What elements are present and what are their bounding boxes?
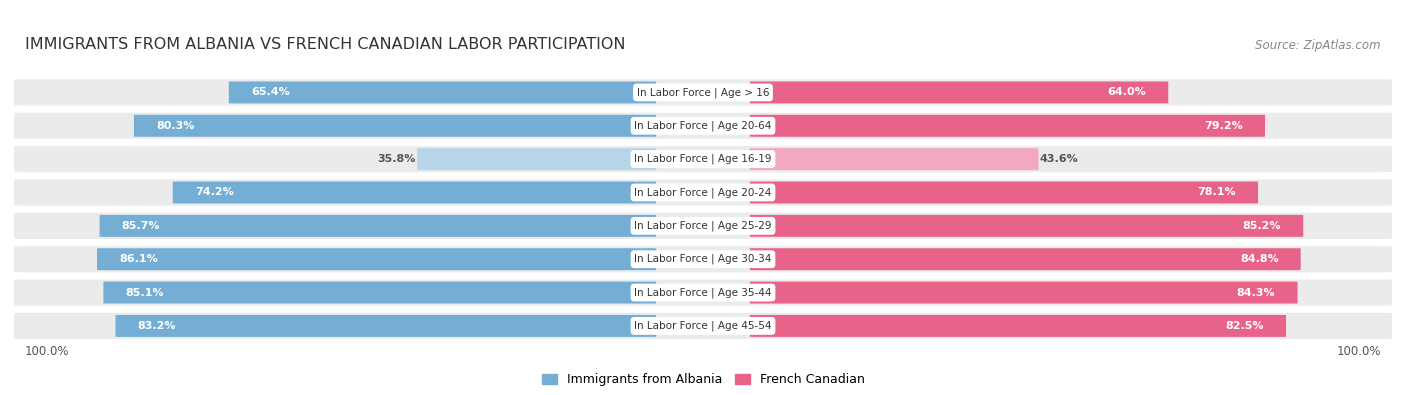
Text: 80.3%: 80.3% [156,121,194,131]
Text: 79.2%: 79.2% [1205,121,1243,131]
Text: In Labor Force | Age 35-44: In Labor Force | Age 35-44 [634,287,772,298]
Text: 43.6%: 43.6% [1040,154,1078,164]
FancyBboxPatch shape [749,282,1298,303]
Text: 84.8%: 84.8% [1240,254,1278,264]
Text: 35.8%: 35.8% [377,154,416,164]
FancyBboxPatch shape [14,213,1392,239]
FancyBboxPatch shape [14,146,1392,172]
Text: In Labor Force | Age 45-54: In Labor Force | Age 45-54 [634,321,772,331]
Text: 82.5%: 82.5% [1226,321,1264,331]
Text: In Labor Force | Age 16-19: In Labor Force | Age 16-19 [634,154,772,164]
FancyBboxPatch shape [97,248,657,270]
FancyBboxPatch shape [14,79,1392,105]
Text: In Labor Force | Age > 16: In Labor Force | Age > 16 [637,87,769,98]
FancyBboxPatch shape [14,313,1392,339]
Text: Source: ZipAtlas.com: Source: ZipAtlas.com [1256,39,1381,52]
Text: 78.1%: 78.1% [1198,188,1236,198]
Text: 74.2%: 74.2% [195,188,233,198]
FancyBboxPatch shape [115,315,657,337]
Text: 86.1%: 86.1% [120,254,157,264]
FancyBboxPatch shape [14,179,1392,206]
Text: 65.4%: 65.4% [250,87,290,98]
Text: In Labor Force | Age 25-29: In Labor Force | Age 25-29 [634,220,772,231]
Text: 85.7%: 85.7% [122,221,160,231]
FancyBboxPatch shape [418,148,657,170]
FancyBboxPatch shape [229,81,657,103]
Text: 85.1%: 85.1% [125,288,165,297]
FancyBboxPatch shape [100,215,657,237]
FancyBboxPatch shape [14,279,1392,306]
Text: 84.3%: 84.3% [1237,288,1275,297]
FancyBboxPatch shape [104,282,657,303]
Text: In Labor Force | Age 30-34: In Labor Force | Age 30-34 [634,254,772,265]
FancyBboxPatch shape [749,248,1301,270]
Text: IMMIGRANTS FROM ALBANIA VS FRENCH CANADIAN LABOR PARTICIPATION: IMMIGRANTS FROM ALBANIA VS FRENCH CANADI… [25,37,626,52]
FancyBboxPatch shape [749,315,1286,337]
Text: 100.0%: 100.0% [1337,345,1381,358]
Text: In Labor Force | Age 20-24: In Labor Force | Age 20-24 [634,187,772,198]
FancyBboxPatch shape [134,115,657,137]
FancyBboxPatch shape [749,115,1265,137]
FancyBboxPatch shape [749,148,1039,170]
Text: In Labor Force | Age 20-64: In Labor Force | Age 20-64 [634,120,772,131]
FancyBboxPatch shape [749,182,1258,203]
Text: 100.0%: 100.0% [25,345,69,358]
Legend: Immigrants from Albania, French Canadian: Immigrants from Albania, French Canadian [541,373,865,386]
Text: 85.2%: 85.2% [1243,221,1281,231]
FancyBboxPatch shape [14,246,1392,272]
Text: 64.0%: 64.0% [1108,87,1146,98]
FancyBboxPatch shape [749,215,1303,237]
Text: 83.2%: 83.2% [138,321,176,331]
FancyBboxPatch shape [14,113,1392,139]
FancyBboxPatch shape [749,81,1168,103]
FancyBboxPatch shape [173,182,657,203]
